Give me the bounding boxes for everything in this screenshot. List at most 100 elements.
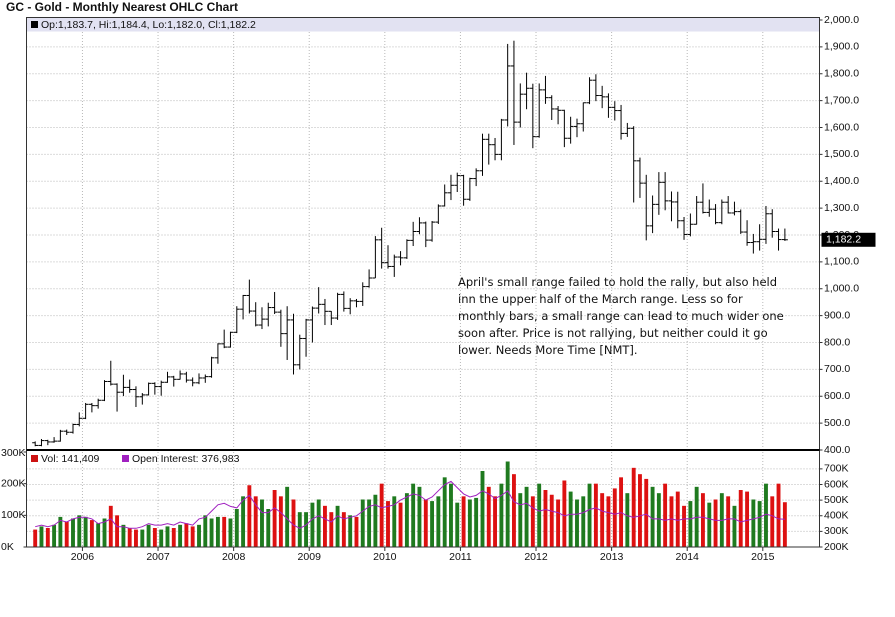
y-tick-label: 1,400.0: [824, 175, 859, 187]
volume-bar: [379, 483, 384, 547]
last-value-box: [821, 232, 876, 247]
volume-bar: [486, 486, 491, 547]
volume-bar: [316, 499, 321, 547]
annotation: soon after. Price is not rallying, but n…: [458, 326, 768, 340]
volume-bar: [77, 515, 82, 547]
volume-bar: [64, 521, 69, 547]
volume-bar: [650, 486, 655, 547]
last-value-label: 1,182.2: [826, 234, 861, 246]
volume-bar: [140, 529, 145, 547]
volume-bar: [228, 518, 233, 547]
volume-bar: [423, 499, 428, 547]
price-frame: [26, 17, 820, 451]
y-tick-label: 1,300.0: [824, 202, 859, 214]
y-tick-label: 400.0: [824, 444, 850, 456]
volume-bar: [499, 483, 504, 547]
volume-bar: [549, 494, 554, 547]
y-tick-label: 1,000.0: [824, 283, 859, 295]
volume-bar: [575, 499, 579, 547]
y-tick-label: 0K: [1, 541, 14, 553]
y-tick-label: 200K: [1, 477, 26, 489]
y2-tick-label: 600K: [824, 478, 849, 490]
volume-bar: [52, 524, 57, 547]
header-strip: [26, 17, 820, 32]
volume-bar: [203, 515, 208, 547]
volume-bar: [524, 486, 529, 547]
volume-bar: [606, 496, 611, 547]
y-tick-label: 1,800.0: [824, 68, 859, 80]
y-tick-label: 1,100.0: [824, 256, 859, 268]
volume-bar: [707, 502, 712, 547]
x-tick-label: 2014: [676, 551, 700, 563]
volume-bar: [745, 491, 750, 547]
y2-tick-label: 700K: [824, 463, 849, 475]
volume-bar: [751, 499, 756, 547]
volume-bar: [411, 483, 416, 547]
x-tick-label: 2010: [373, 551, 397, 563]
volume-bar: [430, 501, 435, 547]
volume-bar: [474, 497, 479, 547]
volume-bar: [656, 493, 661, 547]
volume-bar: [146, 524, 151, 547]
y-tick-label: 1,900.0: [824, 41, 859, 53]
volume-bar: [247, 485, 252, 547]
volume-bar: [644, 478, 649, 547]
volume-bar: [442, 477, 447, 547]
volume-bar: [631, 467, 636, 547]
volume-bar: [568, 491, 573, 547]
annotation: April's small range failed to hold the r…: [458, 275, 777, 289]
x-tick-label: 2013: [600, 551, 624, 563]
volume-bar: [770, 496, 775, 547]
y2-tick-label: 300K: [824, 525, 849, 537]
open-interest-line: [35, 480, 785, 529]
volume-bar: [398, 502, 403, 547]
volume-bar: [335, 505, 340, 547]
volume-bar: [663, 483, 668, 547]
volume-bar: [310, 502, 315, 547]
volume-bar: [253, 496, 258, 547]
y-tick-label: 700.0: [824, 363, 850, 375]
header-text: Op:1,183.7, Hi:1,184.4, Lo:1,182.0, Cl:1…: [41, 19, 256, 31]
y2-tick-label: 400K: [824, 510, 849, 522]
grid: [26, 32, 820, 547]
marks: [32, 40, 788, 547]
volume-bar: [184, 523, 189, 547]
volume-bar: [467, 499, 472, 547]
volume-bar: [304, 512, 308, 547]
y-tick-label: 800.0: [824, 336, 850, 348]
volume-bar: [329, 512, 334, 547]
volume-bar: [367, 499, 372, 547]
volume-bar: [625, 493, 630, 547]
volume-bar: [493, 496, 497, 547]
volume-bar: [518, 493, 523, 547]
volume-bar: [159, 529, 164, 547]
volume-bar: [266, 509, 271, 547]
volume-bar: [455, 502, 460, 547]
volume-bar: [348, 515, 353, 547]
volume-bar: [373, 494, 378, 547]
x-tick-label: 2007: [146, 551, 170, 563]
volume-bar: [764, 483, 768, 547]
volume-bar: [71, 518, 75, 547]
volume-bar: [682, 505, 686, 547]
volume-bar: [436, 496, 441, 547]
volume-bar: [738, 490, 743, 547]
volume-bar: [726, 496, 731, 547]
y2-tick-label: 500K: [824, 494, 849, 506]
volume-bar: [260, 499, 264, 547]
annotation: monthly bars, a small range can lead to …: [458, 309, 784, 323]
x-tick-label: 2011: [449, 551, 472, 563]
volume-bar: [543, 490, 548, 547]
header-swatch: [31, 21, 38, 28]
legend-label: Vol: 141,409: [41, 453, 100, 465]
volume-bar: [404, 493, 409, 547]
volume-bar: [323, 505, 327, 547]
volume-bar: [152, 528, 157, 547]
y-tick-label: 500.0: [824, 417, 850, 429]
volume-bar: [291, 499, 296, 547]
legend-swatch: [31, 455, 38, 462]
volume-bar: [272, 490, 277, 547]
volume-bar: [297, 512, 302, 547]
